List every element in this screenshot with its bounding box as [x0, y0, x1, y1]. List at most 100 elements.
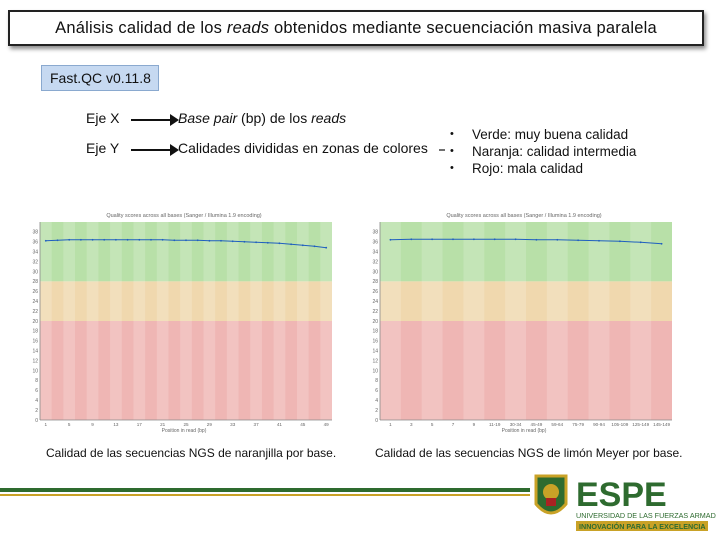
data-point [56, 239, 59, 242]
data-point [196, 239, 199, 242]
data-point [473, 238, 475, 241]
logo-line1: UNIVERSIDAD DE LAS FUERZAS ARMADAS [576, 511, 716, 520]
y-tick-label: 28 [372, 279, 378, 285]
column-stripe [588, 222, 610, 420]
legend-text: Naranja: calidad intermedia [472, 144, 637, 159]
x-tick-label: 125-149 [632, 422, 649, 427]
x-tick-label: 5 [431, 422, 434, 427]
legend-bullet: • [450, 145, 454, 157]
column-stripe [273, 222, 286, 420]
y-tick-label: 32 [32, 259, 38, 265]
y-tick-label: 26 [32, 289, 38, 295]
data-point [138, 238, 141, 241]
x-desc-mid: (bp) de los [237, 110, 312, 126]
y-tick-label: 4 [35, 398, 38, 404]
y-tick-label: 12 [32, 358, 38, 364]
data-point [161, 238, 164, 241]
y-tick-label: 34 [32, 250, 38, 256]
column-stripe [203, 222, 216, 420]
y-tick-label: 0 [375, 418, 378, 424]
data-point [290, 243, 292, 246]
data-point [255, 241, 257, 244]
data-point [514, 238, 517, 241]
data-point [325, 246, 328, 249]
x-tick-label: 30-34 [510, 422, 522, 427]
column-stripe [40, 222, 52, 420]
data-point [577, 239, 579, 242]
zone-red [40, 321, 332, 420]
data-point [389, 238, 392, 241]
y-tick-label: 30 [32, 269, 38, 275]
y-tick-label: 36 [372, 240, 378, 246]
data-point [91, 238, 94, 241]
x-tick-label: 3 [410, 422, 413, 427]
chart-title: Quality scores across all bases (Sanger … [446, 213, 601, 219]
quality-chart-naranjilla: Quality scores across all bases (Sanger … [30, 208, 338, 434]
y-tick-label: 8 [35, 378, 38, 384]
data-point [126, 238, 129, 241]
data-point [220, 239, 222, 242]
y-tick-label: 18 [372, 329, 378, 335]
logo-wordmark: ESPE [576, 476, 667, 514]
data-point [208, 239, 211, 242]
y-axis-label: Eje Y [86, 140, 120, 156]
column-stripe [86, 222, 99, 420]
column-stripe [156, 222, 169, 420]
x-tick-label: 105-109 [611, 422, 628, 427]
column-stripe [630, 222, 652, 420]
x-tick-label: 29 [207, 422, 213, 427]
legend-text: Verde: muy buena calidad [472, 127, 629, 142]
x-tick-label: 13 [113, 422, 119, 427]
data-point [278, 242, 281, 245]
column-stripe [133, 222, 146, 420]
y-tick-label: 16 [32, 339, 38, 345]
y-tick-label: 10 [32, 368, 38, 374]
y-tick-label: 20 [32, 319, 38, 325]
x-axis-title: Position in read (bp) [162, 428, 207, 434]
y-tick-label: 12 [372, 358, 378, 364]
slide-title: Análisis calidad de los reads obtenidos … [8, 10, 704, 46]
title-pre: Análisis calidad de los [55, 18, 223, 37]
y-tick-label: 8 [375, 378, 378, 384]
data-point [173, 239, 176, 242]
x-tick-label: 25 [183, 422, 189, 427]
legend-item-green: • Verde: muy buena calidad [450, 126, 636, 143]
column-stripe [226, 222, 239, 420]
data-point [410, 238, 413, 241]
y-tick-label: 14 [32, 349, 38, 355]
chart-svg-naranjilla: Quality scores across all bases (Sanger … [32, 213, 332, 434]
y-arrow-icon [131, 144, 179, 156]
title-em: reads [226, 18, 270, 37]
zone-orange [380, 281, 672, 321]
zone-orange [40, 281, 332, 321]
data-point [301, 244, 304, 247]
shield-icon [534, 474, 568, 515]
x-axis-label: Eje X [86, 110, 120, 126]
legend-bullet: • [450, 128, 454, 140]
bracket-icon [439, 149, 445, 151]
data-point [556, 238, 559, 241]
data-point [598, 239, 600, 242]
data-point [452, 238, 454, 241]
legend-text: Rojo: mala calidad [472, 161, 584, 176]
column-stripe [463, 222, 485, 420]
data-point [103, 238, 106, 241]
y-tick-label: 2 [375, 408, 378, 414]
data-point [431, 238, 433, 241]
x-tick-label: 59-64 [551, 422, 563, 427]
y-tick-label: 26 [372, 289, 378, 295]
legend-bullet: • [450, 162, 454, 174]
zone-green [40, 222, 332, 282]
y-tick-label: 32 [372, 259, 378, 265]
data-point [313, 245, 316, 248]
y-tick-label: 38 [32, 230, 38, 236]
x-tick-label: 11-19 [489, 422, 501, 427]
data-point [619, 240, 621, 243]
footer-rule [0, 488, 530, 492]
caption-naranjilla: Calidad de las secuencias NGS de naranji… [46, 446, 337, 460]
x-tick-label: 90-94 [593, 422, 605, 427]
footer-rule-accent [0, 494, 530, 496]
y-tick-label: 2 [35, 408, 38, 414]
y-tick-label: 18 [32, 329, 38, 335]
y-tick-label: 30 [372, 269, 378, 275]
